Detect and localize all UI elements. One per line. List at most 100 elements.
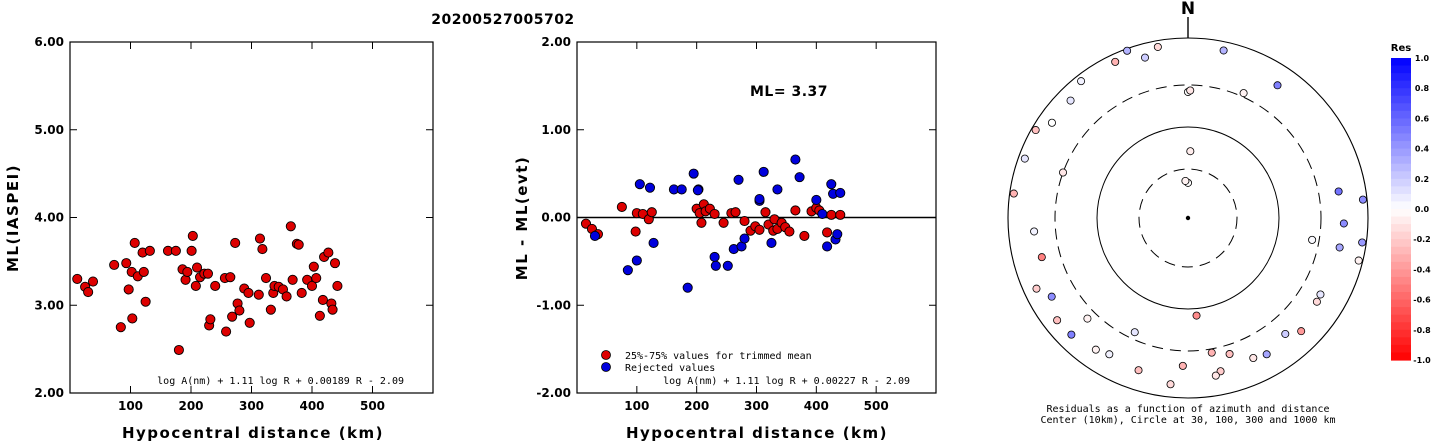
colorbar-cell <box>1391 95 1411 104</box>
station-residual-marker <box>1111 57 1120 66</box>
colorbar-cell <box>1391 246 1411 255</box>
trimmed-point <box>760 207 771 218</box>
ring-100km <box>1096 126 1280 310</box>
colorbar-title: Res <box>1391 43 1411 54</box>
colorbar-cell <box>1391 186 1411 195</box>
rejected-point <box>634 179 645 190</box>
ring-300km <box>1054 84 1322 352</box>
y-tick-label: 5.00 <box>34 123 64 137</box>
event-title: 20200527005702 <box>431 12 574 28</box>
north-label: N <box>1181 0 1195 19</box>
data-point <box>187 230 198 241</box>
station-residual-marker <box>1297 327 1306 336</box>
colorbar-cell <box>1391 88 1411 97</box>
data-point <box>121 258 132 269</box>
colorbar-cell <box>1391 231 1411 240</box>
colorbar-cell <box>1391 73 1411 82</box>
data-point <box>230 237 241 248</box>
colorbar-cell <box>1391 156 1411 165</box>
y-tick-label: 6.00 <box>34 35 64 49</box>
rejected-point <box>790 154 801 165</box>
rejected-point <box>710 260 721 271</box>
rejected-point <box>826 179 837 190</box>
data-point <box>129 237 140 248</box>
data-point <box>123 284 134 295</box>
station-residual-marker <box>1358 195 1367 204</box>
station-residual-marker <box>1186 147 1195 156</box>
station-residual-marker <box>1316 290 1325 299</box>
rejected-point <box>832 229 843 240</box>
rejected-point <box>589 230 601 241</box>
y-tick-label: 0.00 <box>541 211 571 225</box>
data-point <box>281 291 292 302</box>
data-point <box>257 244 268 255</box>
rejected-point <box>835 187 846 198</box>
x-tick-label: 400 <box>804 399 829 413</box>
legend-marker-trimmed <box>601 350 611 360</box>
colorbar-cell <box>1391 103 1411 112</box>
colorbar-cell <box>1391 58 1411 67</box>
colorbar-cell <box>1391 216 1411 225</box>
ring-1000km <box>1007 37 1369 399</box>
data-point <box>87 276 99 287</box>
station-residual-marker <box>1091 345 1100 354</box>
colorbar-cell <box>1391 307 1411 316</box>
rejected-point <box>772 184 783 195</box>
colorbar-tick-label: -0.2 <box>1413 235 1431 244</box>
colorbar-cell <box>1391 178 1411 187</box>
colorbar-cell <box>1391 148 1411 157</box>
data-point <box>287 274 298 285</box>
station-residual-marker <box>1186 86 1195 95</box>
colorbar-cell <box>1391 65 1411 74</box>
x-tick-label: 300 <box>744 399 769 413</box>
data-point <box>83 287 94 298</box>
colorbar-cell <box>1391 110 1411 119</box>
colorbar-cell <box>1391 337 1411 346</box>
colorbar-cell <box>1391 292 1411 301</box>
station-residual-marker <box>1281 329 1290 338</box>
data-point <box>186 245 197 256</box>
station-residual-marker <box>1239 89 1248 98</box>
x-tick-label: 300 <box>239 399 264 413</box>
trimmed-point <box>739 215 750 227</box>
trimmed-point <box>784 226 795 237</box>
colorbar-cell <box>1391 269 1411 278</box>
colorbar-tick-label: -0.8 <box>1413 326 1431 335</box>
station-residual-marker <box>1067 330 1076 339</box>
data-point <box>72 273 83 284</box>
rejected-point <box>692 185 703 196</box>
colorbar-cell <box>1391 80 1411 89</box>
formula-label: log A(nm) + 1.11 log R + 0.00227 R - 2.0… <box>663 376 910 387</box>
ring-30km <box>1138 168 1238 268</box>
station-residual-marker <box>1059 168 1068 177</box>
caption-line-1: Residuals as a function of azimuth and d… <box>1047 404 1330 415</box>
colorbar-tick-label: -1.0 <box>1413 356 1431 365</box>
rejected-point <box>648 237 659 248</box>
station-residual-marker <box>1181 176 1190 185</box>
y-axis-label: ML(IASPEI) <box>4 164 22 272</box>
legend-marker-rejected <box>601 362 611 372</box>
trimmed-point <box>646 207 657 218</box>
ml-vs-distance-panel: 2.00 3.00 4.00 5.00 6.00 100 200 300 400 500 ML(… <box>4 35 434 441</box>
rejected-point <box>739 233 750 244</box>
trimmed-point <box>630 226 641 237</box>
colorbar-cell <box>1391 118 1411 127</box>
data-point <box>323 247 334 258</box>
y-tick-label: 2.00 <box>34 386 64 400</box>
trimmed-point <box>799 230 810 241</box>
station-residual-marker <box>1334 187 1343 196</box>
rejected-point <box>709 251 720 263</box>
colorbar-tick-label: 0.4 <box>1415 145 1430 154</box>
data-point <box>254 233 266 244</box>
trimmed-point <box>754 224 765 235</box>
data-point <box>244 317 255 328</box>
station-residual-marker <box>1308 235 1317 244</box>
colorbar-cell <box>1391 284 1411 293</box>
trimmed-point <box>835 209 846 220</box>
data-point <box>306 280 318 291</box>
rejected-point <box>811 194 822 205</box>
data-point <box>202 268 213 279</box>
station-residual-marker <box>1339 219 1348 228</box>
station-residual-marker <box>1249 353 1258 362</box>
station-residual-marker <box>1211 371 1220 380</box>
